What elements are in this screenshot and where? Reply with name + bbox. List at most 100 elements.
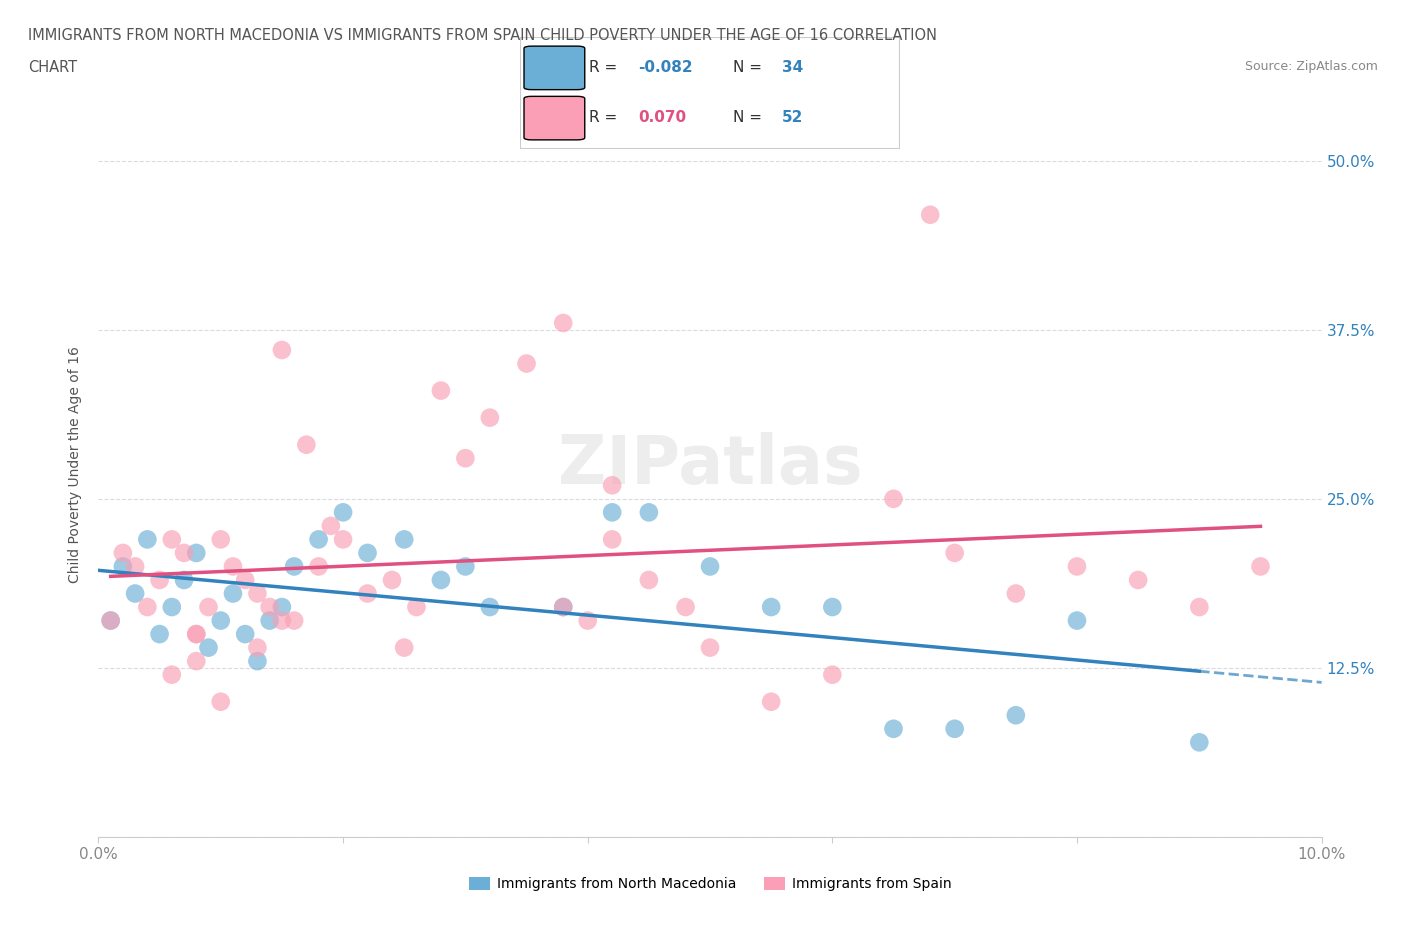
Point bbox=[392, 532, 416, 547]
Point bbox=[405, 600, 427, 615]
Text: 34: 34 bbox=[782, 60, 803, 74]
Point bbox=[759, 600, 782, 615]
Point bbox=[149, 627, 172, 642]
Point bbox=[295, 437, 318, 452]
Text: IMMIGRANTS FROM NORTH MACEDONIA VS IMMIGRANTS FROM SPAIN CHILD POVERTY UNDER THE: IMMIGRANTS FROM NORTH MACEDONIA VS IMMIG… bbox=[28, 28, 938, 43]
Point bbox=[160, 532, 183, 547]
Text: N =: N = bbox=[733, 60, 766, 74]
Point bbox=[283, 613, 305, 628]
Point bbox=[270, 600, 292, 615]
Point bbox=[222, 559, 245, 574]
Text: N =: N = bbox=[733, 110, 766, 125]
Point bbox=[209, 695, 232, 710]
Point bbox=[186, 546, 208, 561]
Point bbox=[100, 613, 122, 628]
Point bbox=[553, 600, 575, 615]
Point bbox=[637, 573, 661, 588]
Point bbox=[111, 559, 134, 574]
Point bbox=[1128, 573, 1150, 588]
Text: -0.082: -0.082 bbox=[638, 60, 693, 74]
Text: R =: R = bbox=[589, 110, 621, 125]
Point bbox=[332, 532, 354, 547]
Point bbox=[222, 586, 245, 601]
Point bbox=[233, 573, 256, 588]
Point bbox=[883, 722, 905, 737]
Point bbox=[100, 613, 122, 628]
Point bbox=[186, 654, 208, 669]
Point bbox=[699, 559, 721, 574]
Point bbox=[478, 600, 501, 615]
Point bbox=[1066, 613, 1088, 628]
Point bbox=[1249, 559, 1271, 574]
Point bbox=[478, 410, 501, 425]
Point bbox=[246, 640, 269, 655]
Point bbox=[821, 600, 844, 615]
Point bbox=[209, 613, 232, 628]
Point bbox=[821, 667, 844, 682]
Point bbox=[675, 600, 697, 615]
Point bbox=[246, 654, 269, 669]
Point bbox=[149, 573, 172, 588]
Point bbox=[600, 532, 623, 547]
Point bbox=[186, 627, 208, 642]
Point bbox=[124, 586, 146, 601]
Point bbox=[124, 559, 146, 574]
Point bbox=[160, 667, 183, 682]
Point bbox=[1188, 735, 1211, 750]
Point bbox=[637, 505, 661, 520]
Text: 0.070: 0.070 bbox=[638, 110, 686, 125]
Point bbox=[943, 546, 966, 561]
Point bbox=[600, 505, 623, 520]
Point bbox=[233, 627, 256, 642]
Point bbox=[246, 586, 269, 601]
Point bbox=[259, 600, 281, 615]
Text: Source: ZipAtlas.com: Source: ZipAtlas.com bbox=[1244, 60, 1378, 73]
Point bbox=[332, 505, 354, 520]
FancyBboxPatch shape bbox=[524, 97, 585, 140]
Text: ZIPatlas: ZIPatlas bbox=[558, 432, 862, 498]
Point bbox=[173, 546, 195, 561]
Point bbox=[576, 613, 599, 628]
Point bbox=[381, 573, 404, 588]
Point bbox=[516, 356, 538, 371]
Point bbox=[454, 451, 477, 466]
Legend: Immigrants from North Macedonia, Immigrants from Spain: Immigrants from North Macedonia, Immigra… bbox=[464, 872, 956, 897]
Point bbox=[197, 600, 219, 615]
Point bbox=[308, 559, 330, 574]
Point bbox=[270, 613, 292, 628]
Point bbox=[136, 532, 159, 547]
Text: CHART: CHART bbox=[28, 60, 77, 75]
Point bbox=[136, 600, 159, 615]
Point bbox=[600, 478, 623, 493]
Point bbox=[430, 573, 453, 588]
Point bbox=[356, 586, 378, 601]
Point bbox=[259, 613, 281, 628]
Point bbox=[186, 627, 208, 642]
Point bbox=[160, 600, 183, 615]
Point bbox=[1004, 708, 1026, 723]
Text: R =: R = bbox=[589, 60, 621, 74]
Point bbox=[1066, 559, 1088, 574]
Point bbox=[943, 722, 966, 737]
Point bbox=[356, 546, 378, 561]
Point bbox=[209, 532, 232, 547]
Point bbox=[699, 640, 721, 655]
Point bbox=[553, 600, 575, 615]
Point bbox=[173, 573, 195, 588]
Point bbox=[283, 559, 305, 574]
Point bbox=[1188, 600, 1211, 615]
Point bbox=[553, 315, 575, 330]
Point bbox=[197, 640, 219, 655]
Point bbox=[920, 207, 942, 222]
Point bbox=[319, 518, 342, 533]
Point bbox=[759, 695, 782, 710]
Point bbox=[270, 342, 292, 357]
FancyBboxPatch shape bbox=[524, 46, 585, 89]
Point bbox=[454, 559, 477, 574]
Point bbox=[883, 491, 905, 506]
Y-axis label: Child Poverty Under the Age of 16: Child Poverty Under the Age of 16 bbox=[69, 347, 83, 583]
Text: 52: 52 bbox=[782, 110, 804, 125]
Point bbox=[430, 383, 453, 398]
Point bbox=[1004, 586, 1026, 601]
Point bbox=[111, 546, 134, 561]
